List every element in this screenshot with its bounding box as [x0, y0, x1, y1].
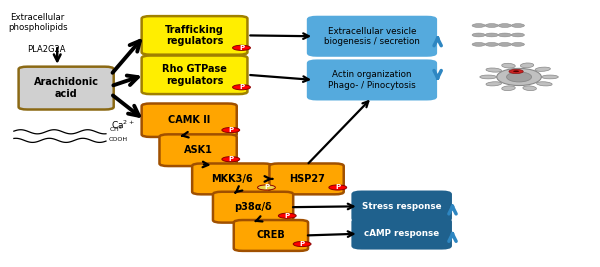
Text: Extracellular vesicle
biogenesis / secretion: Extracellular vesicle biogenesis / secre… — [324, 26, 420, 46]
Ellipse shape — [523, 86, 536, 91]
Text: P: P — [239, 84, 244, 90]
Circle shape — [511, 42, 524, 46]
Text: cAMP response: cAMP response — [364, 229, 439, 238]
FancyBboxPatch shape — [234, 220, 308, 251]
Ellipse shape — [535, 67, 550, 71]
Circle shape — [498, 33, 511, 37]
Circle shape — [222, 157, 240, 162]
Text: Trafficking
regulators: Trafficking regulators — [165, 25, 224, 46]
Circle shape — [472, 42, 485, 46]
Text: P: P — [299, 241, 305, 247]
Circle shape — [222, 128, 240, 133]
Text: PLA2G2A: PLA2G2A — [28, 45, 66, 54]
Text: Rho GTPase
regulators: Rho GTPase regulators — [162, 64, 227, 86]
Circle shape — [257, 185, 275, 190]
Circle shape — [485, 42, 498, 46]
Circle shape — [485, 33, 498, 37]
Circle shape — [233, 85, 250, 90]
Circle shape — [513, 70, 519, 72]
Circle shape — [233, 45, 250, 50]
Ellipse shape — [480, 75, 496, 79]
Text: CAMK II: CAMK II — [168, 115, 211, 125]
Circle shape — [498, 24, 511, 28]
Ellipse shape — [497, 68, 541, 85]
Ellipse shape — [506, 72, 532, 82]
Ellipse shape — [486, 82, 502, 86]
Circle shape — [485, 24, 498, 28]
FancyBboxPatch shape — [353, 192, 451, 221]
Text: P: P — [228, 127, 233, 133]
FancyBboxPatch shape — [142, 56, 247, 94]
FancyBboxPatch shape — [19, 67, 114, 109]
Text: Arachidonic
acid: Arachidonic acid — [34, 77, 98, 99]
Ellipse shape — [542, 75, 558, 79]
Text: Actin organization
Phago- / Pinocytosis: Actin organization Phago- / Pinocytosis — [328, 70, 416, 90]
Text: CREB: CREB — [257, 230, 285, 241]
Circle shape — [278, 213, 296, 218]
Ellipse shape — [536, 82, 552, 86]
FancyBboxPatch shape — [142, 16, 247, 55]
Ellipse shape — [486, 68, 502, 72]
Text: MKK3/6: MKK3/6 — [211, 174, 253, 184]
Text: Ca$^{2+}$: Ca$^{2+}$ — [111, 118, 134, 131]
Circle shape — [509, 69, 523, 73]
Ellipse shape — [502, 63, 515, 68]
Circle shape — [511, 24, 524, 28]
FancyBboxPatch shape — [160, 134, 237, 166]
Circle shape — [472, 24, 485, 28]
Text: ASK1: ASK1 — [184, 145, 212, 155]
Circle shape — [511, 33, 524, 37]
Text: P: P — [264, 184, 269, 190]
FancyBboxPatch shape — [308, 61, 436, 99]
Text: P: P — [239, 45, 244, 51]
FancyBboxPatch shape — [269, 163, 344, 194]
FancyBboxPatch shape — [142, 104, 237, 137]
FancyBboxPatch shape — [353, 219, 451, 248]
FancyBboxPatch shape — [192, 163, 272, 194]
Text: P: P — [335, 184, 340, 190]
Text: CH$^3$: CH$^3$ — [109, 125, 122, 134]
Ellipse shape — [520, 63, 534, 68]
Circle shape — [472, 33, 485, 37]
Circle shape — [498, 42, 511, 46]
Text: COOH: COOH — [109, 137, 128, 142]
FancyBboxPatch shape — [308, 17, 436, 56]
Circle shape — [329, 185, 347, 190]
Circle shape — [293, 241, 311, 247]
Text: p38α/δ: p38α/δ — [234, 202, 272, 212]
Text: P: P — [284, 213, 290, 219]
Text: HSP27: HSP27 — [289, 174, 325, 184]
Text: Stress response: Stress response — [362, 202, 442, 211]
FancyBboxPatch shape — [213, 192, 293, 223]
Text: P: P — [228, 156, 233, 162]
Text: Extracellular
phospholipids: Extracellular phospholipids — [8, 13, 67, 32]
Ellipse shape — [502, 86, 515, 91]
